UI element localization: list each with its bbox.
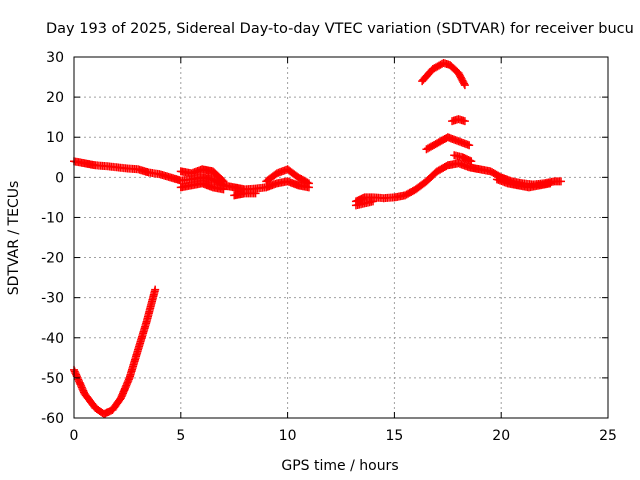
x-tick-label: 0 — [70, 428, 79, 444]
data-point — [557, 177, 566, 186]
x-tick-label: 5 — [176, 428, 185, 444]
data-point — [219, 177, 228, 186]
data-point — [369, 197, 378, 206]
x-tick-label: 20 — [492, 428, 510, 444]
y-tick-label: -30 — [41, 291, 64, 307]
data-point-fill — [460, 79, 469, 88]
chart-title: Day 193 of 2025, Sidereal Day-to-day VTE… — [46, 21, 634, 37]
y-tick-label: -10 — [41, 210, 64, 226]
data-point — [546, 179, 555, 188]
data-point-fill — [303, 178, 312, 187]
series-sdtvar — [70, 59, 566, 418]
axes: 0 5 10 15 20 25 -60 -50 -40 -30 -20 -10 0 10 20 30 — [41, 50, 617, 444]
x-tick-label: 15 — [385, 428, 403, 444]
y-tick-label: -50 — [41, 371, 64, 387]
y-tick-label: 10 — [46, 130, 64, 146]
data-point — [460, 81, 469, 90]
data-point — [467, 157, 476, 166]
x-tick-label: 10 — [279, 428, 297, 444]
plot-frame — [73, 56, 609, 419]
y-tick-label: 20 — [46, 90, 64, 106]
y-tick-label: -60 — [41, 411, 64, 427]
grid — [74, 57, 608, 418]
data-point — [460, 117, 469, 126]
data-point — [151, 285, 160, 294]
data-point — [219, 185, 228, 194]
x-tick-label: 25 — [599, 428, 617, 444]
x-axis-label: GPS time / hours — [281, 458, 398, 474]
y-tick-label: -40 — [41, 331, 64, 347]
y-tick-label: 0 — [55, 170, 64, 186]
data-point — [251, 189, 260, 198]
y-axis-label: SDTVAR / TECUs — [6, 181, 22, 296]
data-point-fill — [218, 176, 227, 185]
data-point — [304, 179, 313, 188]
y-tick-label: -20 — [41, 251, 64, 267]
data-point — [465, 141, 474, 150]
y-tick-label: 30 — [46, 50, 64, 66]
